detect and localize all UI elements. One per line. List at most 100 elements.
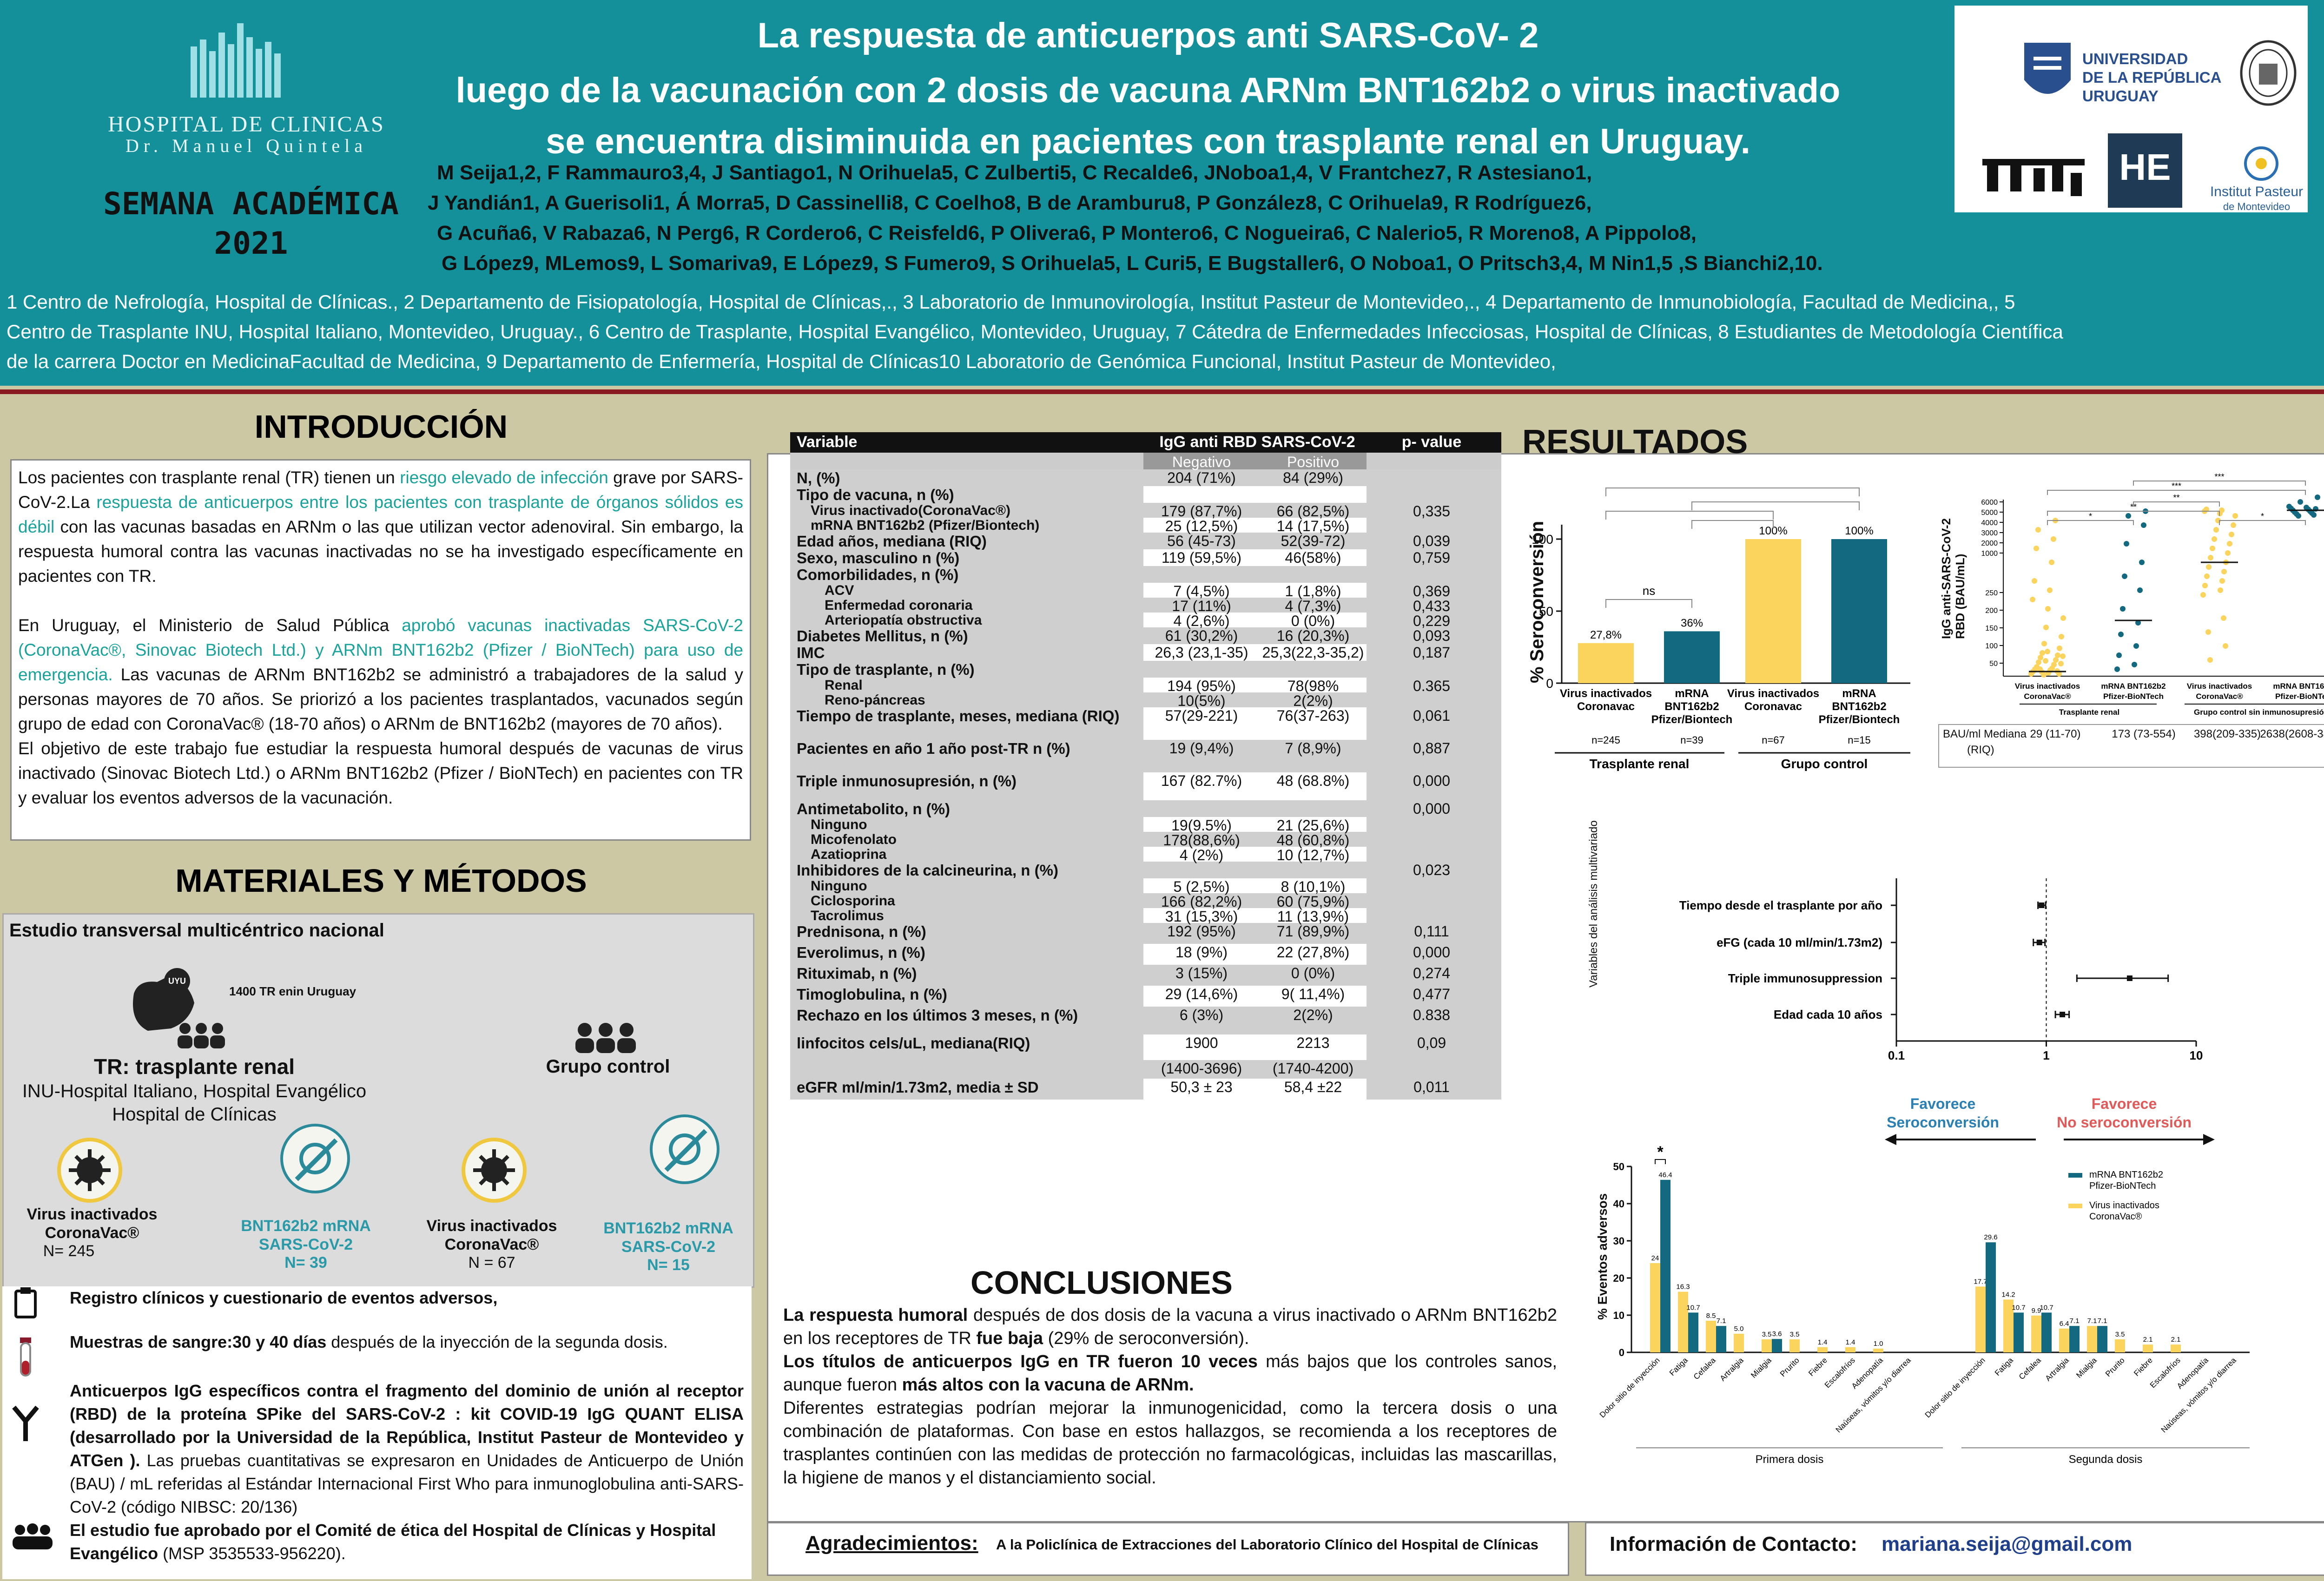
- adverse-events-chart: 0 10 20 30 40 50 24 46.4 Dolor sitio de inyecció…: [1598, 1143, 2250, 1466]
- udelar-name: UNIVERSIDAD DE LA REPÚBLICA URUGUAY: [2082, 50, 2221, 105]
- antibody-icon: [12, 1405, 39, 1441]
- table-row: Enfermedad coronaria 17 (11%) 4 (7,3%) 0,43…: [790, 598, 1501, 614]
- igg-category-label: Virus inactivados: [2015, 682, 2080, 691]
- control-title: Grupo control: [546, 1056, 670, 1077]
- igg-point: [2137, 587, 2143, 593]
- igg-point: [2126, 513, 2131, 519]
- igg-point: [2116, 652, 2122, 658]
- affiliations-line-3: de la carrera Doctor en MedicinaFacultad…: [7, 350, 1556, 372]
- igg-point: [2227, 541, 2232, 547]
- table-row-bg-left: [790, 740, 1143, 772]
- table-row-bg-left: [790, 503, 1143, 518]
- contact-email: mariana.seija@gmail.com: [1882, 1533, 2133, 1555]
- table-cell-variable: Tiempo de trasplante, meses, mediana (RI…: [797, 707, 1120, 725]
- table-cell-positive: 1 (1,8%): [1285, 583, 1341, 599]
- igg-point: [2229, 532, 2234, 537]
- header-banner: HOSPITAL DE CLINICAS Dr. Manuel Quintela…: [0, 0, 2324, 386]
- method-item-3-bold: Anticuerpos IgG específicos contra el fr…: [70, 1381, 744, 1470]
- ae-category-label: Prurito: [1778, 1356, 1801, 1378]
- table-row: ACV 7 (4,5%) 1 (1,8%) 0,369: [790, 583, 1501, 599]
- committee-icon: [13, 1523, 53, 1549]
- table-row: Ciclosporina 166 (82,2%) 60 (75,9%): [790, 893, 1501, 910]
- ae-bar-label: 10.7: [2040, 1304, 2053, 1311]
- tr-count: 1400 TR enin Uruguay: [229, 984, 357, 998]
- table-row-bg-p: [1367, 613, 1501, 627]
- ae-category-label: Artralgia: [2044, 1356, 2071, 1383]
- table-cell-negative: 19 (9,4%): [1169, 740, 1234, 757]
- table-cell-p-value: 0,335: [1413, 503, 1451, 520]
- conclusion-1-a: La respuesta humoral: [783, 1305, 968, 1325]
- igg-category-label: mRNA BNT162b2: [2101, 682, 2166, 691]
- table-row-bg-p: [1367, 832, 1501, 847]
- table-row: Renal 194 (95%) 78(98% 0.365: [790, 678, 1501, 694]
- group3-n: N = 67: [468, 1254, 515, 1271]
- ae-bar-label: 10.7: [2012, 1304, 2025, 1311]
- table-row-bg-values: [1143, 1079, 1367, 1100]
- forest-ylabel: Variables del análisis multivariado: [1587, 820, 1600, 988]
- table-row: Virus inactivado(CoronaVac®) 179 (87,7%) 6…: [790, 503, 1501, 520]
- sero-y-tick-label: 100: [1532, 532, 1553, 547]
- table-row-bg-values: [1143, 486, 1367, 503]
- table-row-bg-left: [790, 583, 1143, 598]
- clipboard-icon: [14, 1287, 37, 1318]
- table-cell-p-value: 0,433: [1413, 598, 1451, 614]
- bau-value-1: 29 (11-70): [2030, 728, 2081, 740]
- favor-no-seroconversion: Favorece No seroconversión: [2036, 1094, 2212, 1132]
- table-row-bg-left: [790, 518, 1143, 533]
- igg-point: [2298, 499, 2303, 505]
- table-row: Prednisona, n (%) 192 (95%) 71 (89,9%) 0,11…: [790, 923, 1501, 944]
- affiliations-line-1: 1 Centro de Nefrología, Hospital de Clín…: [7, 291, 2015, 313]
- favor-left-line-2: Seroconversión: [1887, 1114, 1999, 1131]
- igg-category-label: CoronaVac®: [2196, 692, 2243, 701]
- contact-box: Información de Contacto: mariana.seija@g…: [1585, 1522, 2324, 1576]
- sero-category-label: BNT162b2: [1832, 700, 1886, 713]
- bau-label-1: BAU/ml Mediana: [1943, 728, 2027, 740]
- table-row-bg-p: [1367, 598, 1501, 613]
- ae-bar-label: 16.3: [1676, 1283, 1690, 1291]
- table-row-bg-p: [1367, 923, 1501, 944]
- table-cell-variable: Ciclosporina: [811, 893, 895, 909]
- table-row: Ninguno 5 (2,5%) 8 (10,1%): [790, 878, 1501, 895]
- methods-title: MATERIALES Y MÉTODOS: [175, 863, 587, 899]
- ae-bar-label: 24: [1651, 1254, 1659, 1262]
- table-row-bg-left: [790, 893, 1143, 908]
- igg-point: [2040, 650, 2045, 656]
- ae-bar-mrna: [1660, 1179, 1670, 1352]
- table-cell-p-value: 0,011: [1413, 1079, 1450, 1095]
- table-background: [790, 432, 1501, 1100]
- university-seal-icon: [2240, 40, 2297, 106]
- ae-bar-mrna: [1986, 1242, 1996, 1352]
- ae-dose-label-2: Segunda dosis: [2069, 1453, 2143, 1466]
- igg-point: [2205, 629, 2211, 635]
- table-row: Diabetes Mellitus, n (%) 61 (30,2%) 16 (20…: [790, 627, 1501, 645]
- pasteur-logo-icon: [2244, 146, 2278, 181]
- conclusion-3: Diferentes estrategias podrían mejorar l…: [783, 1398, 1557, 1488]
- ae-y-tick-label: 10: [1613, 1310, 1624, 1321]
- igg-point: [2296, 513, 2301, 519]
- table-cell-positive: 7 (8,9%): [1285, 740, 1341, 757]
- table-cell-negative: 4 (2%): [1179, 847, 1224, 863]
- igg-sig-bracket: [2133, 501, 2220, 507]
- sero-n-label: n=15: [1848, 734, 1871, 746]
- table-row: Reno-páncreas 10(5%) 2(2%): [790, 692, 1501, 709]
- sero-n-label: n=67: [1762, 734, 1785, 746]
- igg-sig-label: ***: [2214, 472, 2224, 481]
- hospital-evangelico-logo-icon: HE: [2108, 133, 2182, 208]
- table-cell-p-value: 0,000: [1413, 772, 1451, 789]
- table-row-bg-values: [1143, 847, 1367, 862]
- table-row: Sexo, masculino n (%) 119 (59,5%) 46(58%) 0…: [790, 549, 1501, 567]
- intro-text: Los pacientes con trasplante renal (TR) …: [18, 465, 743, 810]
- forest-x-tick-label: 10: [2190, 1048, 2203, 1062]
- bau-value-4: 2638(2608-3808): [2260, 728, 2324, 740]
- table-cell-p-value: 0,274: [1413, 965, 1451, 982]
- igg-sig-label: **: [2130, 502, 2137, 512]
- sero-bar-label: 27,8%: [1590, 629, 1622, 641]
- table-cell-p-value: 0,000: [1413, 800, 1451, 817]
- bau-value-2: 173 (73-554): [2112, 728, 2176, 740]
- igg-y-tick-label: 250: [1985, 589, 1998, 597]
- table-row-bg-left: [790, 1034, 1143, 1060]
- table-cell-positive: 0 (0%): [1291, 613, 1335, 629]
- ae-category-label: Fatiga: [1668, 1356, 1690, 1377]
- sero-bar: [1745, 539, 1801, 683]
- table-row-bg-values: [1143, 469, 1367, 486]
